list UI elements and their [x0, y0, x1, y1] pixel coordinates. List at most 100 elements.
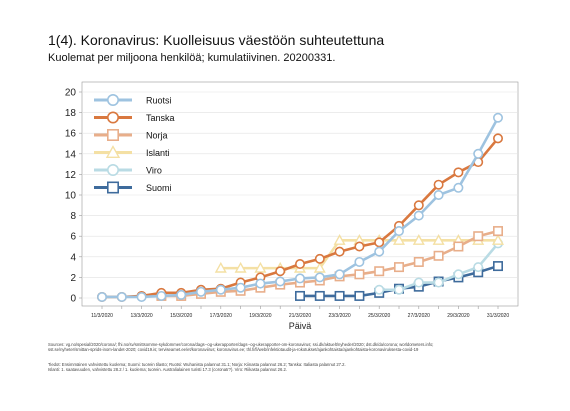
- y-tick-label: 20: [65, 88, 77, 99]
- x-tick-label: 31/3/2020: [487, 313, 509, 319]
- data-point-islanti: [412, 234, 425, 245]
- data-point-ruotsi: [235, 282, 246, 293]
- data-point-ruotsi: [473, 148, 484, 159]
- legend-label: Ruotsi: [146, 96, 172, 106]
- data-point-viro: [433, 277, 444, 288]
- data-point-suomi: [294, 290, 305, 301]
- x-tick-label: 17/3/2020: [210, 313, 232, 319]
- data-point-ruotsi: [136, 291, 147, 302]
- legend-label: Islanti: [146, 148, 170, 158]
- legend-label: Tanska: [146, 113, 175, 123]
- data-point-islanti: [214, 261, 227, 273]
- data-point-suomi: [354, 290, 365, 301]
- data-point-norja: [433, 250, 444, 261]
- sources-line-1: Sources: vg.no/spesial/2020/corona/; fhi…: [48, 342, 434, 347]
- data-point-viro: [374, 284, 385, 295]
- data-point-tanska: [294, 259, 305, 270]
- x-tick-label: 25/3/2020: [368, 313, 390, 319]
- y-tick-label: 12: [65, 170, 77, 181]
- data-point-tanska: [453, 167, 464, 178]
- data-point-tanska: [413, 200, 424, 211]
- data-point-tanska: [275, 266, 286, 277]
- data-point-ruotsi: [453, 182, 464, 193]
- data-point-islanti: [234, 261, 247, 273]
- data-point-norja: [393, 262, 404, 273]
- data-point-viro: [453, 269, 464, 280]
- data-point-tanska: [374, 237, 385, 248]
- data-point-ruotsi: [314, 272, 325, 283]
- legend-marker: [105, 145, 121, 158]
- data-point-norja: [413, 256, 424, 267]
- data-point-islanti: [491, 234, 505, 245]
- x-tick-label: 13/3/2020: [130, 313, 152, 319]
- data-point-tanska: [314, 253, 325, 264]
- legend-marker: [107, 129, 120, 142]
- data-point-ruotsi: [413, 210, 424, 221]
- y-tick-label: 6: [70, 232, 76, 243]
- data-point-islanti: [392, 234, 406, 245]
- data-point-ruotsi: [116, 291, 127, 302]
- x-tick-label: 23/3/2020: [328, 313, 350, 319]
- sources-line-3: Tiedot: Ensimmäinen vahvistettu kuolema;…: [48, 362, 346, 367]
- chart-subtitle: Kuolemat per miljoona henkilöä; kumulati…: [48, 52, 336, 64]
- series-line-tanska: [102, 137, 499, 299]
- data-point-viro: [413, 277, 424, 288]
- x-tick-label: 21/3/2020: [289, 313, 311, 319]
- data-point-suomi: [314, 290, 325, 301]
- data-point-tanska: [354, 241, 365, 252]
- legend-marker: [107, 94, 120, 107]
- y-tick-label: 4: [70, 252, 76, 263]
- legend-label: Norja: [146, 131, 168, 141]
- data-point-ruotsi: [275, 276, 286, 287]
- data-point-suomi: [334, 290, 345, 301]
- y-tick-label: 0: [70, 294, 76, 305]
- sources-line-4: Islanti: 1. saatavuuden, vahvistettu 28.…: [48, 367, 287, 372]
- legend-label: Suomi: [146, 183, 172, 193]
- sources-line-2: sst.se/nyheter/smittan-sprids-inom-lande…: [48, 347, 419, 352]
- data-point-tanska: [334, 246, 345, 257]
- legend-marker: [107, 164, 120, 177]
- x-tick-label: 27/3/2020: [408, 313, 430, 319]
- data-point-islanti: [254, 261, 267, 273]
- x-axis-label: Päivä: [289, 321, 312, 330]
- data-point-ruotsi: [196, 286, 207, 297]
- data-point-ruotsi: [374, 246, 385, 257]
- data-point-tanska: [433, 179, 444, 190]
- data-point-ruotsi: [255, 278, 266, 289]
- x-tick-label: 19/3/2020: [249, 313, 271, 319]
- data-point-norja: [374, 266, 385, 277]
- data-point-ruotsi: [215, 284, 226, 295]
- data-point-islanti: [313, 261, 326, 273]
- data-point-tanska: [492, 133, 503, 144]
- data-point-ruotsi: [176, 289, 187, 300]
- data-point-ruotsi: [334, 269, 345, 280]
- y-tick-label: 2: [70, 273, 76, 284]
- data-point-ruotsi: [156, 290, 167, 301]
- data-point-islanti: [432, 234, 445, 245]
- x-tick-label: 29/3/2020: [447, 313, 469, 319]
- legend-label: Viro: [146, 166, 162, 176]
- data-point-norja: [492, 226, 503, 237]
- data-point-norja: [473, 231, 484, 242]
- y-tick-label: 10: [65, 191, 77, 202]
- data-point-ruotsi: [433, 190, 444, 201]
- y-tick-label: 16: [65, 129, 77, 140]
- data-point-suomi: [492, 261, 503, 272]
- y-tick-label: 14: [65, 149, 77, 160]
- x-tick-label: 11/3/2020: [91, 313, 113, 319]
- data-point-norja: [453, 241, 464, 252]
- data-point-viro: [473, 262, 484, 273]
- y-tick-label: 18: [65, 108, 77, 119]
- chart-title: 1(4). Koronavirus: Kuolleisuus väestöön …: [48, 32, 385, 48]
- data-point-islanti: [333, 234, 346, 245]
- data-point-ruotsi: [492, 112, 503, 123]
- data-point-ruotsi: [393, 226, 404, 237]
- legend-marker: [107, 181, 120, 194]
- data-point-ruotsi: [294, 273, 305, 284]
- data-point-viro: [393, 284, 404, 295]
- y-tick-label: 8: [70, 211, 76, 222]
- data-point-ruotsi: [97, 291, 108, 302]
- line-chart: 0 2 4 6 8 10 12 14 16 18 20 11/3/2020 13/3/2020 15/3/…: [65, 81, 519, 330]
- x-tick-label: 15/3/2020: [170, 313, 192, 319]
- data-point-ruotsi: [354, 256, 365, 267]
